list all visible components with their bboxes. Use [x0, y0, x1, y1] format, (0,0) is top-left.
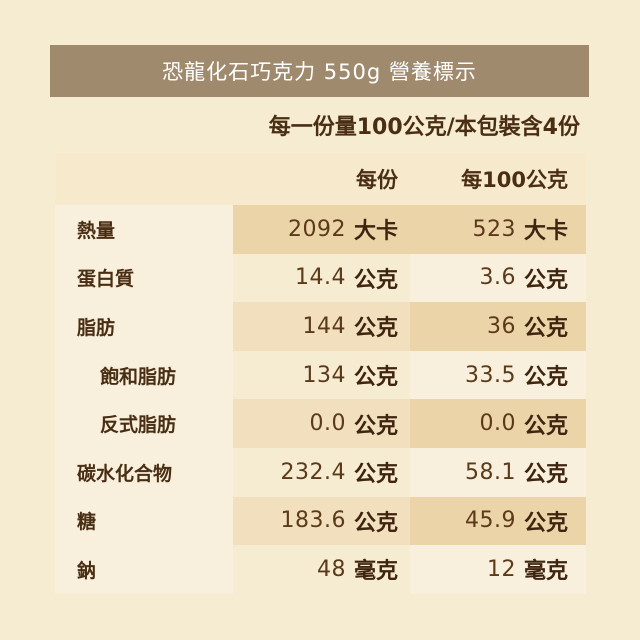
row-label: 碳水化合物 — [55, 447, 233, 497]
row-sodium: 鈉 48 毫克 12 毫克 — [55, 545, 586, 594]
row-label: 鈉 — [55, 545, 233, 594]
row-label: 脂肪 — [55, 302, 233, 351]
row-label: 糖 — [55, 496, 233, 546]
row-fat: 脂肪 144 公克 36 公克 — [55, 302, 586, 351]
header-per-100g: 每100公克 — [410, 153, 586, 205]
row-carbohydrate: 碳水化合物 232.4 公克 58.1 公克 — [55, 447, 586, 497]
row-label: 反式脂肪 — [55, 399, 233, 448]
serving-size: 每一份量100公克/本包裝含4份 — [268, 115, 580, 140]
row-protein: 蛋白質 14.4 公克 3.6 公克 — [55, 253, 586, 303]
row-trans-fat: 反式脂肪 0.0 公克 0.0 公克 — [55, 399, 586, 448]
nutrition-table: 每份 每100公克 熱量 2092 大卡 523 大卡 蛋白質 14.4 公克 3.6… — [55, 153, 586, 594]
table-header: 每份 每100公克 — [55, 153, 586, 205]
row-label: 蛋白質 — [55, 253, 233, 303]
per-serving-value: 134 公克 — [302, 362, 398, 391]
header-blank — [55, 153, 233, 205]
per-serving-value: 232.4 公克 — [280, 459, 399, 488]
label-title: 恐龍化石巧克力 550g 營養標示 — [50, 45, 589, 97]
row-sugar: 糖 183.6 公克 45.9 公克 — [55, 496, 586, 546]
row-label: 熱量 — [55, 205, 233, 254]
row-calories: 熱量 2092 大卡 523 大卡 — [55, 205, 586, 254]
per-serving-value: 14.4 公克 — [295, 265, 398, 293]
per-serving-value: 0.0 公克 — [233, 399, 410, 448]
row-label: 飽和脂肪 — [55, 350, 233, 400]
per-serving-value: 2092 大卡 — [233, 205, 410, 254]
per-100g-value: 33.5 公克 — [410, 350, 586, 400]
per-100g-value: 58.1 公克 — [410, 447, 586, 497]
per-serving-value: 144 公克 — [233, 302, 410, 351]
per-100g-value: 3.6 公克 — [410, 253, 586, 303]
per-100g-value: 36 公克 — [410, 302, 586, 351]
per-100g-value: 523 大卡 — [410, 205, 586, 254]
per-100g-value: 0.0 公克 — [410, 399, 586, 448]
header-per-serving: 每份 — [233, 153, 410, 205]
per-100g-value: 45.9 公克 — [410, 496, 586, 546]
per-100g-value: 12 毫克 — [410, 545, 586, 594]
row-saturated-fat: 飽和脂肪 134 公克 33.5 公克 — [55, 350, 586, 400]
per-serving-value: 48 毫克 — [316, 556, 398, 585]
per-serving-value: 183.6 公克 — [233, 496, 410, 546]
